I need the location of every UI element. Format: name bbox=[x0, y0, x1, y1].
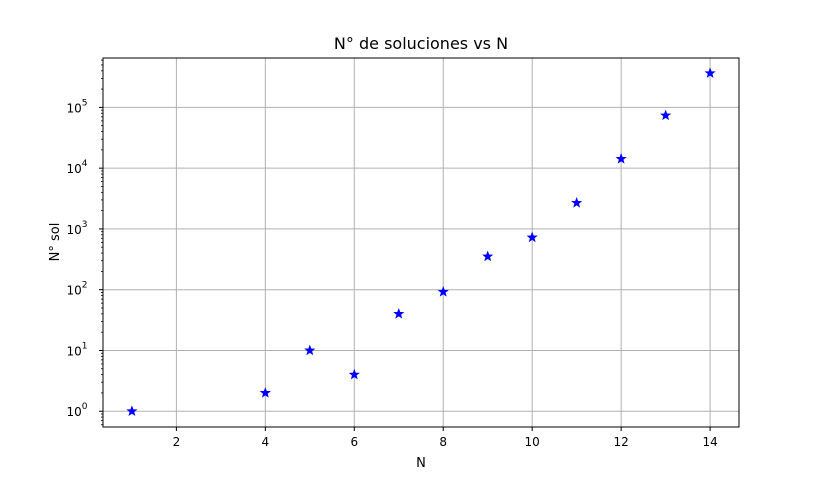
x-tick-label: 8 bbox=[439, 435, 447, 449]
data-point-star bbox=[704, 67, 716, 78]
data-point-star bbox=[304, 344, 316, 356]
y-tick-label-base: 10 bbox=[66, 223, 81, 237]
y-tick-label-exponent: 1 bbox=[82, 341, 88, 351]
data-point-star bbox=[259, 387, 271, 398]
y-tick-label-exponent: 4 bbox=[82, 159, 88, 169]
y-tick-label: 104 bbox=[66, 159, 87, 176]
x-tick-label: 14 bbox=[702, 435, 717, 449]
grid-lines bbox=[103, 58, 739, 427]
y-tick-label-base: 10 bbox=[66, 101, 81, 115]
chart-title: N° de soluciones vs N bbox=[334, 34, 508, 53]
data-point-star bbox=[615, 153, 627, 164]
y-axis-label: N° sol bbox=[48, 223, 63, 262]
data-point-star bbox=[571, 197, 583, 208]
plot-area-frame bbox=[102, 57, 740, 428]
y-tick-label-exponent: 2 bbox=[82, 281, 88, 291]
y-tick-label-base: 10 bbox=[66, 284, 81, 298]
y-tick-label: 105 bbox=[66, 98, 87, 115]
x-tick-label: 6 bbox=[350, 435, 358, 449]
y-tick-label: 103 bbox=[66, 220, 87, 237]
data-series bbox=[126, 67, 716, 416]
x-tick-label: 10 bbox=[525, 435, 540, 449]
y-tick-label-exponent: 5 bbox=[82, 98, 88, 108]
data-point-star bbox=[526, 231, 538, 243]
x-tick-label: 4 bbox=[262, 435, 270, 449]
y-tick-label-base: 10 bbox=[66, 344, 81, 358]
x-axis: 2 4 6 8 10 12 14 bbox=[173, 427, 718, 449]
data-point-star bbox=[482, 250, 494, 262]
data-point-star bbox=[660, 109, 672, 121]
x-axis-label: N bbox=[416, 456, 426, 471]
data-point-star bbox=[348, 368, 360, 380]
data-point-star bbox=[437, 286, 449, 297]
y-tick-label-base: 10 bbox=[66, 405, 81, 419]
x-tick-label: 2 bbox=[173, 435, 181, 449]
y-tick-label-base: 10 bbox=[66, 162, 81, 176]
data-point-star bbox=[126, 405, 138, 416]
y-tick-label-exponent: 3 bbox=[82, 220, 88, 230]
y-tick-label: 100 bbox=[66, 402, 87, 419]
data-point-star bbox=[393, 308, 405, 319]
y-tick-label-exponent: 0 bbox=[82, 402, 88, 412]
x-tick-label: 12 bbox=[613, 435, 628, 449]
y-tick-label: 101 bbox=[66, 341, 87, 358]
y-tick-label: 102 bbox=[66, 281, 87, 298]
